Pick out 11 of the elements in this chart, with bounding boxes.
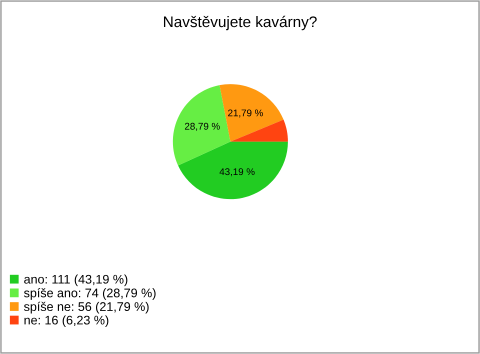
legend-label: ne: 16 (6,23 %)	[24, 315, 108, 328]
data-label: 43,19 %	[220, 168, 255, 176]
chart-title: Navštěvujete kavárny?	[164, 16, 317, 30]
legend-label: spíše ano: 74 (28,79 %)	[24, 288, 156, 300]
legend-label: spíše ne: 56 (21,79 %)	[24, 302, 149, 314]
data-label: 28,79 %	[184, 122, 220, 131]
pie-slice	[230, 120, 288, 142]
pie-slice	[178, 142, 288, 200]
pie-slice	[220, 84, 284, 142]
data-label: 21,79 %	[228, 109, 263, 118]
legend-label: ano: 111 (43,19 %)	[24, 274, 128, 286]
